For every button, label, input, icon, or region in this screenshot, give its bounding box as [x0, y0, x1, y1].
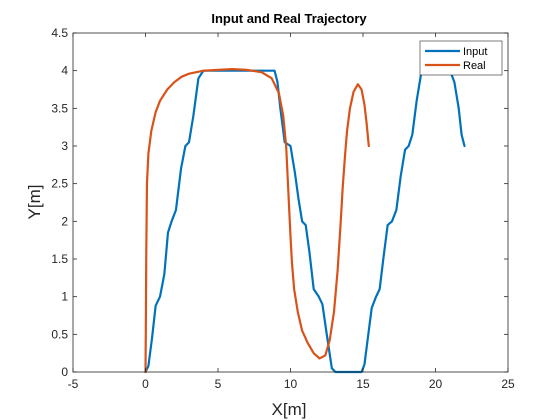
x-tick-label: 15 [356, 377, 370, 391]
legend-label-input: Input [463, 46, 487, 58]
x-tick-label: 0 [142, 377, 149, 391]
legend: Input Real [420, 41, 502, 75]
legend-label-real: Real [463, 60, 486, 72]
x-tick-label: 20 [429, 377, 443, 391]
x-axis-label: X[m] [272, 400, 307, 419]
y-tick-label: 3.5 [51, 101, 68, 115]
y-tick-label: 4 [61, 64, 68, 78]
x-tick-label: 5 [215, 377, 222, 391]
chart-title: Input and Real Trajectory [211, 11, 367, 26]
x-tick-label: 25 [501, 377, 515, 391]
y-tick-label: 2 [61, 214, 68, 228]
y-tick-label: 1 [61, 290, 68, 304]
y-tick-label: 3 [61, 139, 68, 153]
y-tick-label: 0.5 [51, 327, 68, 341]
y-tick-label: 4.5 [51, 26, 68, 40]
legend-box [420, 41, 502, 75]
y-axis-label: Y[m] [25, 185, 44, 220]
x-tick-label: 10 [284, 377, 298, 391]
x-tick-label: -5 [68, 377, 79, 391]
y-tick-label: 2.5 [51, 177, 68, 191]
plot-area [73, 33, 508, 372]
y-tick-label: 1.5 [51, 252, 68, 266]
y-tick-label: 0 [61, 365, 68, 379]
